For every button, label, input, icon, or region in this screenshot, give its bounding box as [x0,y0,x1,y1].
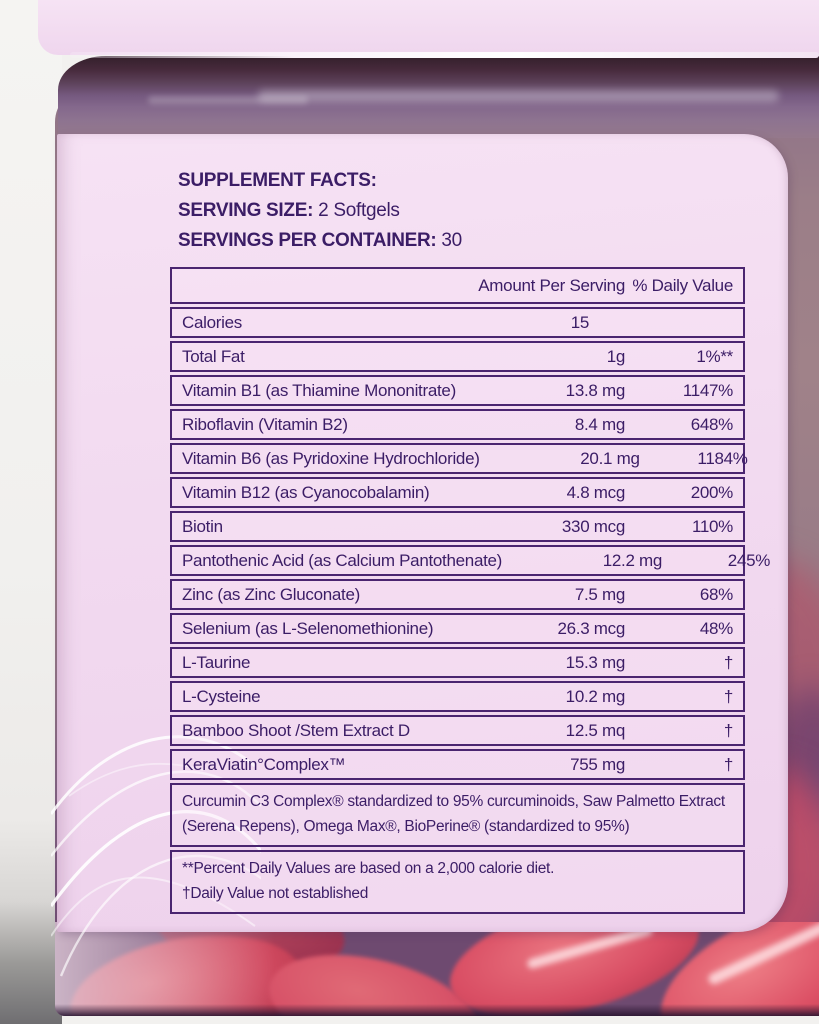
nutrient-daily-value: † [723,686,733,706]
background [0,0,62,1024]
nutrient-daily-value: † [723,754,733,774]
table-row: Biotin 330 mcg 110% [170,511,745,542]
table-row: Vitamin B6 (as Pyridoxine Hydrochloride)… [170,443,748,474]
label-title: SUPPLEMENT FACTS: [178,170,377,191]
nutrient-daily-value: 1184% [697,448,748,468]
nutrient-name: Biotin [182,516,223,536]
nutrient-name: Bamboo Shoot /Stem Extract D [182,720,410,740]
nutrient-amount: 4.8 mcg [566,482,626,502]
servings-per-container-line: SERVINGS PER CONTAINER: 30 [178,226,462,256]
nutrient-daily-value: † [723,720,733,740]
nutrient-daily-value: † [723,652,733,672]
table-row: Vitamin B12 (as Cyanocobalamin) 4.8 mcg … [170,477,745,508]
column-header-amount: Amount Per Serving [478,275,625,295]
nutrient-name: Zinc (as Zinc Gluconate) [182,584,360,604]
table-row: Riboflavin (Vitamin B2) 8.4 mg 648% [170,409,745,440]
label-header: SUPPLEMENT FACTS: SERVING SIZE: 2 Softge… [178,166,462,256]
nutrient-daily-value: 1147% [682,380,733,400]
daily-value-footnotes: **Percent Daily Values are based on a 2,… [170,850,745,914]
nutrient-amount: 26.3 mcg [557,618,625,638]
table-row: L-Cysteine 10.2 mg † [170,681,745,712]
nutrient-amount: 12.5 mq [565,720,626,740]
nutrient-amount: 8.4 mg [574,414,625,434]
table-row: Total Fat 1g 1%** [170,341,745,372]
nutrient-name: Pantothenic Acid (as Calcium Pantothenat… [182,550,503,570]
nutrient-amount: 7.5 mg [574,584,625,604]
servings-label: SERVINGS PER CONTAINER: [178,230,437,251]
serving-size-label: SERVING SIZE: [178,200,314,221]
column-header-daily-value: % Daily Value [632,275,733,295]
nutrient-name: KeraViatin°Complex™ [182,754,346,774]
nutrient-amount: 755 mg [570,754,625,774]
nutrient-name: Vitamin B12 (as Cyanocobalamin) [182,482,430,502]
neck-highlight [258,90,779,102]
table-row: Vitamin B1 (as Thiamine Mononitrate) 13.… [170,375,745,406]
table-row: Bamboo Shoot /Stem Extract D 12.5 mq † [170,715,745,746]
nutrient-name: Vitamin B6 (as Pyridoxine Hydrochloride) [182,448,480,468]
serving-size-line: SERVING SIZE: 2 Softgels [178,196,462,226]
cap-edge-highlight [70,52,819,58]
nutrient-amount: 1g [606,346,626,366]
nutrient-amount: 330 mcg [561,516,625,536]
nutrient-amount: 15.3 mg [565,652,626,672]
nutrient-daily-value: 110% [691,516,733,536]
nutrient-amount: 10.2 mg [565,686,626,706]
nutrient-daily-value: 648% [690,414,734,434]
nutrient-name: Riboflavin (Vitamin B2) [182,414,348,434]
table-row: Pantothenic Acid (as Calcium Pantothenat… [170,545,770,576]
nutrient-daily-value: 48% [699,618,733,638]
table-row: Selenium (as L-Selenomethionine) 26.3 mc… [170,613,745,644]
nutrient-daily-value: 200% [690,482,734,502]
nutrient-amount: 13.8 mg [565,380,626,400]
table-row: Zinc (as Zinc Gluconate) 7.5 mg 68% [170,579,745,610]
nutrient-amount: 12.2 mg [602,550,663,570]
serving-size-value: 2 Softgels [313,200,400,221]
nutrient-amount: 15 [570,312,590,332]
nutrient-name: Selenium (as L-Selenomethionine) [182,618,434,638]
nutrient-daily-value: 1%** [696,346,733,366]
bottle-bottom-edge [55,1004,819,1016]
supplement-facts-label: SUPPLEMENT FACTS: SERVING SIZE: 2 Softge… [51,134,788,977]
dagger-footnote: †Daily Value not established [182,885,369,902]
table-row: KeraViatin°Complex™ 755 mg † [170,749,745,780]
frosted-plastic [55,922,275,1016]
table-header-row: Amount Per Serving % Daily Value [170,267,745,304]
nutrient-daily-value: 245% [727,550,771,570]
nutrient-name: Total Fat [182,346,245,366]
nutrient-name: L-Cysteine [182,686,261,706]
nutrient-amount: 20.1 mg [580,448,640,468]
softgel-pills-area [55,922,819,1016]
nutrient-name: Vitamin B1 (as Thiamine Mononitrate) [182,380,456,400]
nutrient-daily-value: 68% [699,584,733,604]
supplement-facts-table: Amount Per Serving % Daily Value Calorie… [170,267,770,914]
table-rows: Calories 15 Total Fat 1g 1%** Vitamin B1… [170,307,770,780]
percent-dv-footnote: **Percent Daily Values are based on a 2,… [182,860,555,877]
table-row: Calories 15 [170,307,745,338]
servings-value: 30 [436,230,462,251]
neck-highlight [148,96,308,104]
table-row: L-Taurine 15.3 mg † [170,647,745,678]
bottle-cap [38,0,819,55]
nutrient-name: L-Taurine [182,652,251,672]
nutrient-name: Calories [182,312,242,332]
ingredients-footnote: Curcumin C3 Complex® standardized to 95%… [170,783,745,847]
bottle-neck [58,56,819,138]
